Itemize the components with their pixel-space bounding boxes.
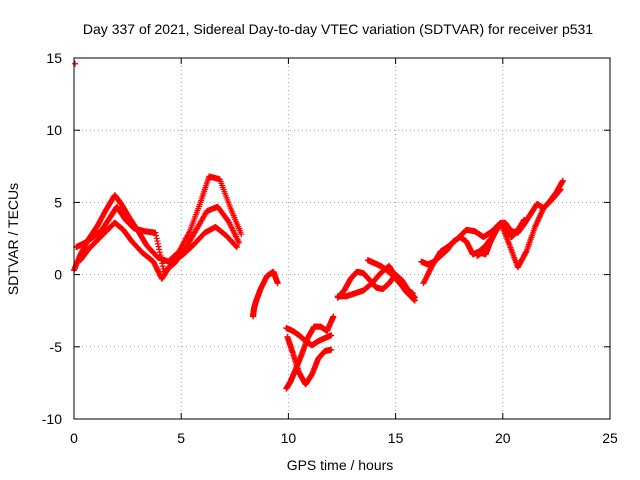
series-arc-00-02-c (77, 219, 240, 282)
series-arc-10-12-a (283, 313, 337, 392)
data-point (159, 260, 166, 267)
data-point (538, 210, 545, 217)
data-point (531, 223, 538, 230)
y-axis-label: SDTVAR / TECUs (5, 183, 21, 295)
data-point (238, 231, 245, 238)
data-point (557, 187, 564, 194)
series-arc-08-09 (250, 268, 281, 320)
data-point (72, 60, 79, 67)
data-point (155, 243, 162, 250)
data-point (537, 211, 544, 218)
grid (74, 58, 610, 419)
axis-ticks: 0 5 10 15 20 25 -10 -5 0 5 10 15 (42, 50, 618, 446)
data-point (534, 218, 541, 225)
data-point (328, 346, 335, 353)
data-point (411, 296, 418, 303)
y-tick-label: -5 (50, 339, 63, 355)
data-point (532, 222, 539, 229)
plot-frame (73, 57, 611, 420)
data-point (328, 332, 335, 339)
data-point (152, 229, 159, 236)
x-tick-label: 5 (177, 430, 185, 446)
data-point (533, 221, 540, 228)
series-arc-12-16-c (364, 257, 416, 297)
data-point (153, 235, 160, 242)
data-point (410, 296, 417, 303)
y-tick-label: -10 (42, 411, 62, 427)
data-point (153, 232, 160, 239)
series-arc-00-02-a (71, 173, 245, 274)
data-point (409, 290, 416, 297)
data-point (535, 215, 542, 222)
data-point (233, 243, 240, 250)
x-tick-label: 0 (70, 430, 78, 446)
data-point (236, 239, 243, 246)
data-point (411, 297, 418, 304)
x-tick-label: 15 (388, 430, 404, 446)
series-outlier (72, 60, 79, 67)
y-tick-label: 0 (54, 267, 62, 283)
series-arc-00-02-b (73, 203, 243, 275)
data-point (536, 214, 543, 221)
data-point (536, 213, 543, 220)
data-point (535, 217, 542, 224)
data-point (156, 246, 163, 253)
series-arc-16-23-c (474, 216, 528, 259)
data-point (539, 207, 546, 214)
data-point (157, 252, 164, 259)
x-tick-label: 20 (495, 430, 511, 446)
data-point (533, 219, 540, 226)
y-tick-label: 15 (46, 50, 62, 66)
data-point (158, 257, 165, 264)
y-tick-label: 5 (54, 194, 62, 210)
y-tick-label: 10 (46, 122, 62, 138)
data-points (71, 60, 566, 392)
data-point (159, 263, 166, 270)
data-point (154, 238, 161, 245)
data-point (559, 177, 566, 184)
x-tick-label: 10 (281, 430, 297, 446)
series-arc-10-12-c (283, 325, 335, 349)
x-axis-label: GPS time / hours (287, 457, 394, 473)
data-point (330, 313, 337, 320)
data-point (538, 209, 545, 216)
series-arc-10-12-b (284, 333, 335, 388)
data-point (521, 216, 528, 223)
data-point (233, 244, 240, 251)
data-point (157, 254, 164, 261)
x-tick-label: 25 (602, 430, 618, 446)
chart-title: Day 337 of 2021, Sidereal Day-to-day VTE… (83, 21, 593, 37)
data-point (156, 249, 163, 256)
data-point (522, 249, 529, 256)
data-point (154, 240, 161, 247)
series-arc-16-23-a (418, 177, 566, 268)
data-point (274, 280, 281, 287)
data-point (557, 186, 564, 193)
